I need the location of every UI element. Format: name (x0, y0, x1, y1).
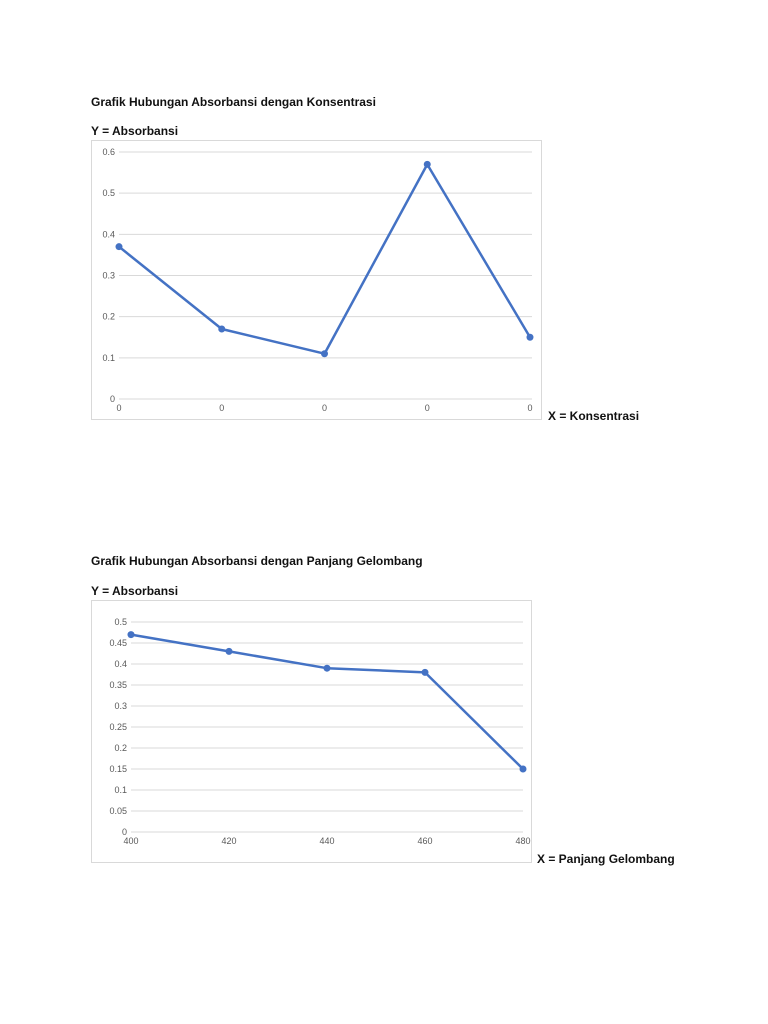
x-tick-label: 400 (123, 836, 138, 846)
y-tick-label: 0.2 (102, 312, 115, 322)
data-point (321, 350, 328, 358)
y-tick-label: 0 (110, 394, 115, 404)
x-tick-label: 460 (417, 836, 432, 846)
chart1-x-axis-label: X = Konsentrasi (548, 409, 640, 423)
data-point (526, 333, 534, 341)
y-tick-label: 0.45 (109, 638, 127, 648)
y-tick-label: 0.3 (102, 271, 115, 281)
x-tick-label: 0 (527, 403, 532, 413)
y-tick-label: 0.35 (109, 680, 127, 690)
y-tick-label: 0.5 (102, 188, 115, 198)
y-tick-label: 0.6 (102, 147, 115, 157)
y-tick-label: 0.3 (114, 701, 127, 711)
data-point (421, 668, 429, 676)
chart2-y-axis-label: Y = Absorbansi (91, 584, 179, 598)
y-tick-label: 0.5 (114, 617, 127, 627)
data-point (423, 160, 431, 168)
data-point (127, 631, 135, 639)
chart2-title: Grafik Hubungan Absorbansi dengan Panjan… (91, 554, 423, 568)
x-tick-label: 0 (425, 403, 430, 413)
x-tick-label: 0 (116, 403, 121, 413)
x-tick-label: 0 (322, 403, 327, 413)
y-tick-label: 0.15 (109, 764, 127, 774)
data-point (115, 243, 123, 251)
y-tick-label: 0 (122, 827, 127, 837)
y-tick-label: 0.05 (109, 806, 127, 816)
y-tick-label: 0.1 (102, 353, 115, 363)
y-tick-label: 0.2 (114, 743, 127, 753)
chart1-svg: 00.10.20.30.40.50.60 0 0 0 0 (102, 147, 534, 413)
y-tick-label: 0.1 (114, 785, 127, 795)
x-tick-label: 0 (219, 403, 224, 413)
chart2-svg: 0 0.05 0.1 0.15 0.2 0.25 0.3 0.35 0.4 0.45 0.5 400 4… (109, 617, 530, 846)
chart2-area: 0 0.05 0.1 0.15 0.2 0.25 0.3 0.35 0.4 0.45 0.5 400 4… (91, 600, 532, 863)
y-tick-label: 0.25 (109, 722, 127, 732)
data-point (519, 765, 527, 773)
chart2-x-axis-label: X = Panjang Gelombang (537, 852, 675, 866)
data-point (218, 325, 226, 333)
series-line (130, 633, 524, 770)
x-tick-label: 440 (319, 836, 334, 846)
chart1-area: 0 0.1 0.2 0.3 0.4 0.5 0.6 0 0 0 0 0 (91, 140, 542, 420)
data-point (323, 664, 331, 672)
chart1-y-axis-label: Y = Absorbansi (91, 124, 179, 138)
chart1-title: Grafik Hubungan Absorbansi dengan Konsen… (91, 95, 376, 109)
x-tick-label: 420 (221, 836, 236, 846)
x-tick-label: 480 (515, 836, 530, 846)
y-tick-label: 0.4 (102, 229, 115, 239)
y-tick-label: 0.4 (114, 659, 127, 669)
data-point (225, 647, 233, 655)
